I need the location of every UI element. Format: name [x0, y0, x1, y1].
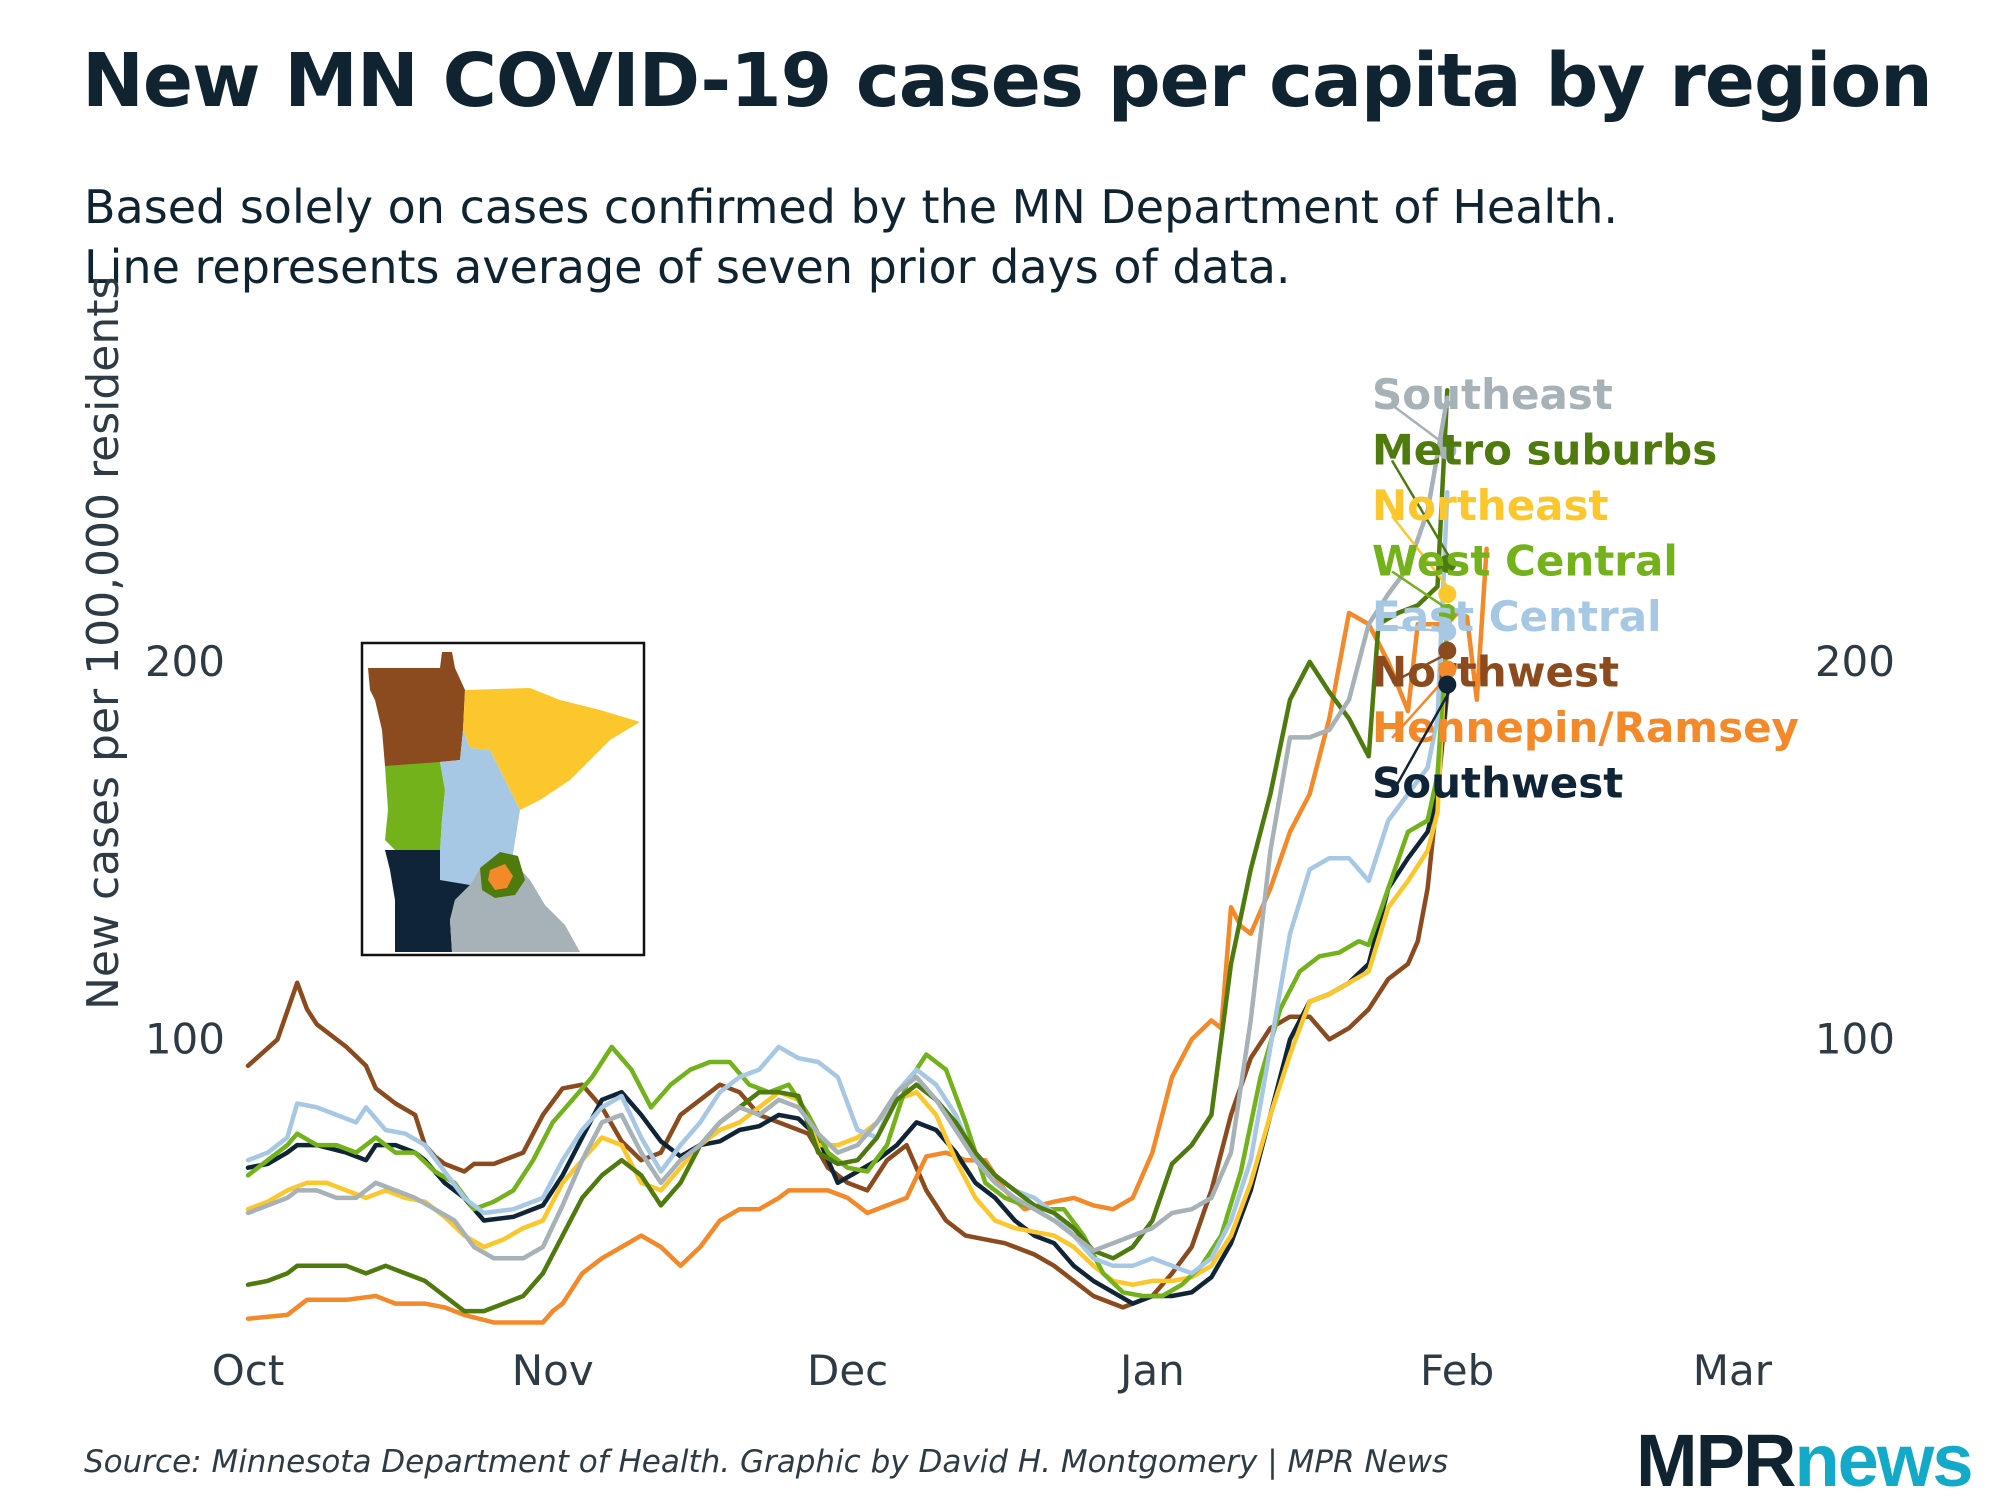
map-region-southwest: [385, 850, 470, 952]
y-tick-label-right-200: 200: [1815, 637, 1895, 686]
map-region-northwest: [368, 652, 465, 766]
series-line-metro-suburbs: [245, 387, 1450, 1314]
series-label-northeast: Northeast: [1372, 481, 1609, 530]
chart-title: New MN COVID-19 cases per capita by regi…: [82, 38, 1933, 124]
y-tick-label-right-100: 100: [1815, 1014, 1895, 1063]
x-tick-label-mar: Mar: [1693, 1346, 1773, 1395]
x-tick-label-oct: Oct: [212, 1346, 285, 1395]
line-chart: New cases per 100,000 residents Oct Nov De…: [78, 277, 1895, 1395]
chart-subtitle-line-1: Based solely on cases confirmed by the M…: [84, 180, 1618, 234]
series-end-dot-hennepin-ramsey: [1438, 660, 1457, 679]
y-tick-label-left-100: 100: [145, 1014, 225, 1063]
map-region-east-central: [440, 730, 520, 885]
y-tick-label-left-200: 200: [145, 637, 225, 686]
inset-region-map: [360, 641, 646, 957]
series-lines: [245, 387, 1489, 1325]
series-label-west-central: West Central: [1372, 537, 1678, 586]
label-leader-southwest: [1390, 683, 1455, 795]
series-end-dot-east-central: [1438, 622, 1457, 641]
label-leader-northeast: [1391, 515, 1455, 595]
series-end-dot-northwest: [1438, 641, 1457, 660]
map-region-hennepin-ramsey: [488, 864, 513, 890]
x-tick-label-nov: Nov: [512, 1346, 594, 1395]
series-line-southeast: [245, 395, 1450, 1261]
series-line-northeast: [245, 621, 1450, 1287]
series-end-dot-southeast: [1438, 441, 1457, 460]
series-label-southwest: Southwest: [1372, 759, 1623, 808]
chart-subtitle-line-2: Line represents average of seven prior d…: [84, 240, 1291, 294]
series-labels: Southeast Metro suburbs Northeast West Cent…: [1372, 370, 1799, 808]
logo-mpr-text: MPR: [1636, 1419, 1796, 1502]
map-region-northeast: [463, 688, 640, 810]
x-tick-label-dec: Dec: [807, 1346, 888, 1395]
x-tick-label-jan: Jan: [1117, 1346, 1185, 1395]
series-end-dot-metro-suburbs: [1438, 554, 1457, 573]
series-label-metro-suburbs: Metro suburbs: [1372, 426, 1717, 475]
x-tick-label-feb: Feb: [1420, 1346, 1494, 1395]
series-line-east-central: [245, 489, 1450, 1276]
series-label-hennepin-ramsey: Hennepin/Ramsey: [1372, 703, 1799, 752]
logo-news-text: news: [1794, 1419, 1973, 1502]
series-line-hennepin-ramsey: [245, 546, 1489, 1325]
series-label-east-central: East Central: [1372, 592, 1661, 641]
series-label-southeast: Southeast: [1372, 370, 1613, 419]
source-credit: Source: Minnesota Department of Health. …: [84, 1444, 1449, 1480]
axis-ticks: Oct Nov Dec Jan Feb Mar 100 100 200 200: [145, 637, 1895, 1395]
mpr-news-logo: MPRnews: [1636, 1418, 1974, 1503]
series-end-dot-west-central: [1438, 603, 1457, 622]
y-axis-title: New cases per 100,000 residents: [78, 277, 129, 1010]
series-end-dot-southwest: [1438, 675, 1457, 694]
y-axis-title-group: New cases per 100,000 residents: [78, 277, 129, 1010]
map-region-west-central: [385, 762, 445, 850]
series-label-northwest: Northwest: [1372, 648, 1619, 697]
label-leader-metro-suburbs: [1390, 459, 1455, 565]
series-end-dot-northeast: [1438, 585, 1457, 604]
